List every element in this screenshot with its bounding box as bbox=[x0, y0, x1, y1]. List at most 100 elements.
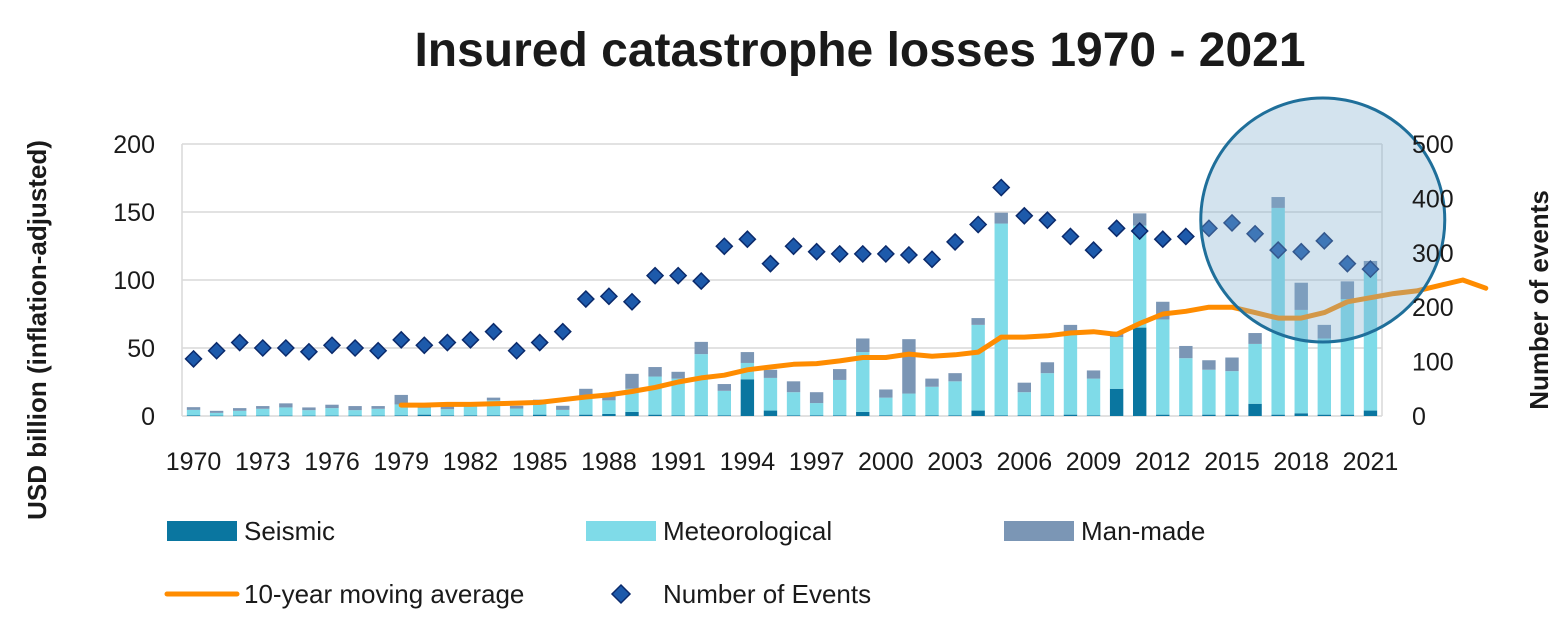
event-marker bbox=[761, 254, 780, 273]
meteorological-bar bbox=[994, 223, 1008, 416]
seismic-bar bbox=[1317, 414, 1331, 416]
event-marker bbox=[322, 336, 342, 355]
seismic-bar bbox=[486, 415, 501, 416]
event-marker bbox=[1107, 219, 1126, 238]
seismic-bar bbox=[533, 414, 547, 416]
y-tick-label: 150 bbox=[113, 199, 155, 227]
man-made-bar bbox=[1040, 362, 1055, 374]
seismic-bar bbox=[302, 415, 316, 417]
event-marker bbox=[346, 338, 365, 358]
seismic-bar bbox=[1133, 327, 1147, 416]
man-made-bar bbox=[1340, 281, 1355, 300]
event-marker bbox=[415, 336, 434, 355]
seismic-bar bbox=[602, 413, 616, 416]
seismic-bar bbox=[1225, 414, 1239, 416]
man-made-bar bbox=[1017, 382, 1031, 393]
10-year-moving-average-legend-label: 10-year moving average bbox=[244, 579, 524, 609]
man-made-bar bbox=[325, 404, 339, 409]
seismic-bar bbox=[694, 415, 708, 416]
number-of-events-legend-label: Number of Events bbox=[663, 579, 871, 609]
x-tick-label: 2018 bbox=[1273, 448, 1329, 476]
seismic-bar bbox=[1363, 410, 1378, 416]
seismic-bar bbox=[740, 379, 755, 416]
man-made-bar bbox=[1133, 213, 1147, 226]
man-made-bar bbox=[648, 367, 662, 377]
event-marker bbox=[207, 341, 226, 360]
man-made-bar bbox=[233, 408, 247, 411]
meteorological-bar bbox=[279, 407, 293, 416]
meteorological-bar bbox=[394, 404, 408, 416]
seismic-bar bbox=[371, 415, 385, 417]
moving-average-series bbox=[398, 277, 1489, 408]
meteorological-bar bbox=[1133, 225, 1147, 328]
meteorological-bar bbox=[648, 376, 662, 415]
event-marker bbox=[1338, 254, 1357, 273]
seismic-bar bbox=[279, 415, 293, 417]
gridlines bbox=[181, 143, 1383, 417]
man-made-bar bbox=[256, 406, 270, 409]
event-marker bbox=[738, 230, 757, 249]
event-marker bbox=[576, 289, 595, 309]
event-marker bbox=[1061, 227, 1080, 246]
man-made-bar bbox=[348, 406, 362, 411]
event-marker bbox=[946, 232, 965, 251]
event-marker bbox=[392, 330, 411, 349]
highlight-circle bbox=[1199, 96, 1447, 344]
event-marker bbox=[553, 322, 572, 341]
man-made-bar bbox=[1294, 282, 1308, 310]
event-marker bbox=[1199, 219, 1218, 238]
y2-tick-label: 500 bbox=[1412, 131, 1454, 159]
event-marker bbox=[507, 341, 526, 360]
man-made-legend-label: Man-made bbox=[1081, 516, 1205, 546]
man-made-bar bbox=[1225, 357, 1239, 372]
man-made-bar bbox=[671, 371, 685, 379]
seismic-bar bbox=[671, 415, 685, 416]
x-tick-label: 1973 bbox=[235, 448, 291, 476]
meteorological-bar bbox=[1271, 207, 1285, 415]
event-marker bbox=[1176, 227, 1195, 246]
man-made-bar bbox=[740, 352, 755, 363]
meteorological-bar bbox=[717, 390, 731, 416]
man-made-bar bbox=[486, 397, 501, 401]
seismic-bar bbox=[1271, 414, 1285, 416]
meteorological-bar bbox=[1225, 371, 1239, 415]
meteorological-bar bbox=[1179, 358, 1193, 416]
man-made-bar bbox=[925, 378, 939, 387]
meteorological-bar bbox=[1156, 319, 1170, 415]
man-made-legend-swatch bbox=[1004, 521, 1074, 541]
x-tick-label: 2012 bbox=[1135, 448, 1191, 476]
y2-tick-label: 400 bbox=[1412, 185, 1454, 213]
man-made-bar bbox=[279, 403, 293, 408]
y-tick-label: 0 bbox=[141, 403, 155, 431]
meteorological-bar bbox=[786, 392, 801, 416]
event-marker bbox=[622, 292, 642, 311]
man-made-bar bbox=[1271, 197, 1285, 208]
meteorological-bar bbox=[1340, 299, 1355, 415]
man-made-bar bbox=[1063, 324, 1078, 334]
event-marker bbox=[599, 287, 618, 306]
y2-tick-label: 100 bbox=[1412, 349, 1454, 377]
meteorological-bar bbox=[371, 408, 385, 416]
y2-tick-label: 300 bbox=[1412, 240, 1454, 268]
event-marker bbox=[1130, 221, 1149, 241]
meteorological-bar bbox=[348, 410, 362, 416]
meteorological-bar bbox=[971, 324, 985, 411]
event-marker bbox=[1038, 211, 1057, 230]
event-marker bbox=[438, 333, 457, 352]
x-tick-label: 2021 bbox=[1343, 448, 1399, 476]
meteorological-bar bbox=[533, 402, 547, 415]
seismic-legend-swatch bbox=[167, 521, 237, 541]
event-marker bbox=[969, 215, 988, 234]
x-tick-label: 1979 bbox=[373, 448, 429, 476]
seismic-bar bbox=[233, 415, 247, 417]
meteorological-bar bbox=[1248, 343, 1262, 404]
man-made-bar bbox=[1317, 324, 1331, 339]
seismic-bar bbox=[833, 415, 847, 416]
event-marker bbox=[876, 244, 895, 263]
meteorological-bar bbox=[1040, 373, 1055, 416]
meteorological-bar bbox=[1294, 309, 1308, 414]
seismic-bar bbox=[186, 415, 201, 416]
man-made-bar bbox=[948, 373, 962, 382]
meteorological-bar bbox=[625, 388, 639, 412]
seismic-bar bbox=[625, 411, 639, 416]
